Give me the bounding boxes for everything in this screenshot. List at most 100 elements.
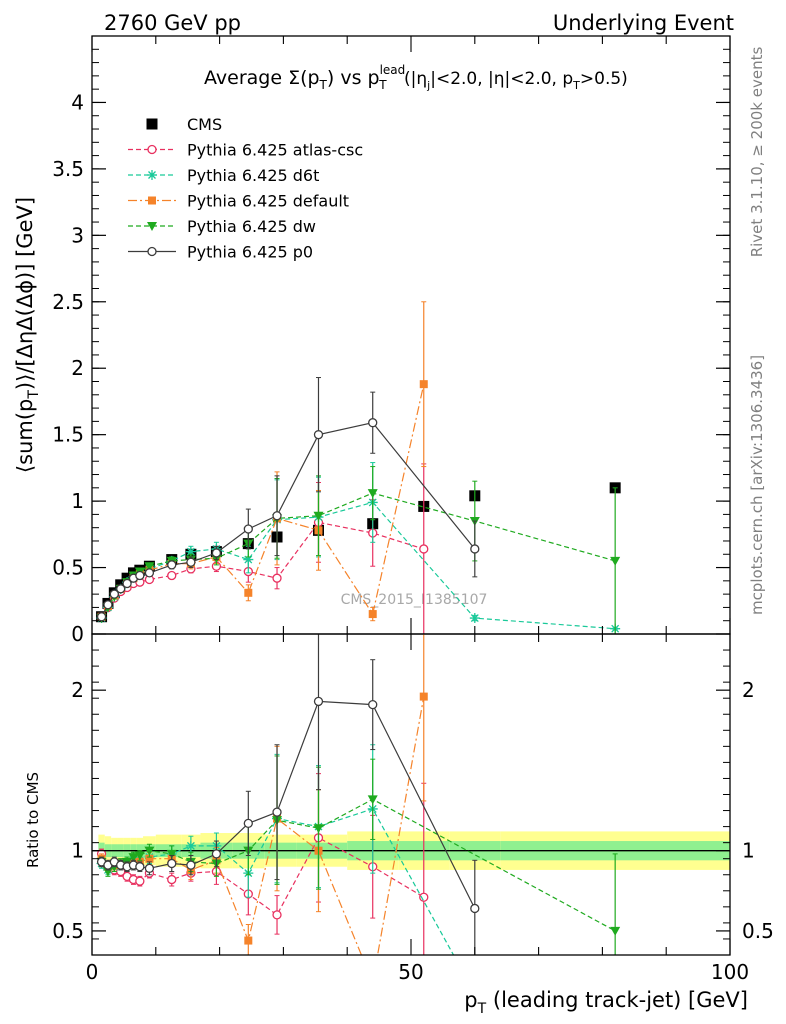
- series-pythia-6-425-default: [97, 634, 428, 986]
- ratio-frame: [91, 633, 731, 956]
- data-point: [367, 489, 378, 499]
- y-tick-label: 1: [71, 839, 84, 863]
- data-point: [211, 548, 222, 558]
- legend-item-pythia-6-425-d6t: Pythia 6.425 d6t: [128, 166, 319, 185]
- data-point: [272, 807, 282, 817]
- data-point: [244, 936, 253, 945]
- y-tick-label-right: 1: [742, 839, 755, 863]
- data-point: [144, 846, 155, 856]
- legend-label: Pythia 6.425 p0: [187, 243, 313, 262]
- legend-item-cms: CMS: [146, 115, 222, 134]
- data-point: [368, 610, 377, 619]
- y-tick-label: 2: [71, 356, 84, 380]
- legend-marker: [147, 246, 157, 257]
- x-axis-label: pT (leading track-jet) [GeV]: [464, 988, 748, 1017]
- ratio-axis-label: Ratio to CMS: [24, 772, 42, 868]
- data-point: [167, 570, 177, 581]
- data-point: [167, 858, 177, 869]
- data-point: [470, 903, 480, 914]
- data-point: [469, 613, 480, 624]
- data-point: [419, 544, 429, 554]
- legend-label: Pythia 6.425 d6t: [187, 166, 319, 185]
- y-tick-label: 2: [71, 678, 84, 702]
- series-line: [101, 422, 476, 617]
- data-point: [211, 849, 222, 859]
- data-point: [369, 978, 377, 986]
- y-tick-label-right: 2: [742, 678, 755, 702]
- data-point: [167, 874, 177, 885]
- upper-plot-area: [96, 301, 621, 634]
- data-point: [185, 840, 196, 851]
- series-pythia-6-425-p0: [96, 634, 480, 955]
- y-tick-label: 2.5: [52, 290, 84, 314]
- legend-label: Pythia 6.425 atlas-csc: [187, 141, 363, 160]
- y-tick-label: 0: [71, 622, 84, 646]
- legend-item-pythia-6-425-default: Pythia 6.425 default: [128, 192, 349, 211]
- y-tick-label: 4: [71, 90, 84, 114]
- data-point: [144, 863, 155, 873]
- header-right: Underlying Event: [553, 11, 734, 35]
- legend-label: CMS: [187, 115, 222, 134]
- data-point: [186, 557, 196, 567]
- data-point: [185, 546, 196, 557]
- legend-marker: [147, 144, 157, 155]
- ratio-plot-area: [92, 634, 730, 986]
- data-point: [367, 795, 378, 805]
- legend-marker: [147, 170, 157, 180]
- series-pythia-6-425-d6t: [96, 462, 621, 634]
- x-tick-label: 100: [711, 960, 749, 984]
- analysis-watermark: CMS_2015_I1385107: [341, 592, 488, 608]
- series-line: [101, 501, 616, 630]
- data-point: [103, 600, 113, 610]
- data-point: [313, 696, 324, 707]
- data-point: [368, 699, 378, 710]
- data-point: [470, 544, 480, 554]
- data-point: [368, 418, 378, 428]
- y-axis-label: ⟨sum(pT)⟩/[ΔηΔ(Δϕ)] [GeV]: [13, 197, 42, 473]
- header-left: 2760 GeV pp: [104, 11, 241, 35]
- data-point: [313, 511, 324, 521]
- data-point: [116, 584, 126, 594]
- series-line: [101, 492, 616, 619]
- data-point: [109, 589, 119, 599]
- data-point: [166, 849, 177, 859]
- data-point: [610, 556, 621, 566]
- data-point: [145, 854, 154, 863]
- data-point: [243, 554, 254, 565]
- y-tick-label: 3: [71, 223, 84, 247]
- legend-label: Pythia 6.425 default: [187, 192, 349, 211]
- main-title: Average Σ(pT) vs plead T (|ηj|<2.0, |η|<2…: [204, 63, 628, 92]
- data-point: [135, 862, 145, 872]
- data-point: [244, 588, 253, 597]
- data-point: [419, 380, 428, 389]
- data-point: [272, 910, 282, 920]
- data-point: [135, 570, 145, 581]
- legend-marker: [146, 118, 158, 130]
- series-pythia-6-425-atlas-csc: [96, 773, 429, 955]
- legend: CMS Pythia 6.425 atlas-csc Pythia 6.425 d6…: [128, 115, 363, 262]
- legend-marker: [147, 222, 157, 231]
- data-point: [167, 560, 177, 570]
- y-tick-label: 1.5: [52, 423, 84, 447]
- data-point: [313, 824, 324, 834]
- data-point: [272, 511, 282, 521]
- x-tick-label: 0: [86, 960, 99, 984]
- legend-item-pythia-6-425-atlas-csc: Pythia 6.425 atlas-csc: [128, 141, 363, 160]
- legend-marker: [148, 196, 156, 205]
- data-point: [144, 562, 155, 572]
- ratio-panel: 0.5 0.5 1 1 2 2 0 50 100: [52, 633, 774, 986]
- series-line: [101, 700, 476, 909]
- series-pythia-6-425-dw: [96, 466, 621, 634]
- data-point: [243, 524, 253, 534]
- legend-label: Pythia 6.425 dw: [187, 217, 316, 236]
- y-tick-label: 3.5: [52, 157, 84, 181]
- data-point: [134, 851, 145, 861]
- x-tick-label: 50: [398, 960, 423, 984]
- data-point: [144, 568, 155, 578]
- data-point: [135, 876, 145, 886]
- data-point: [419, 692, 428, 701]
- data-point: [186, 860, 196, 870]
- series-pythia-6-425-atlas-csc: [96, 463, 429, 634]
- data-point: [243, 818, 253, 829]
